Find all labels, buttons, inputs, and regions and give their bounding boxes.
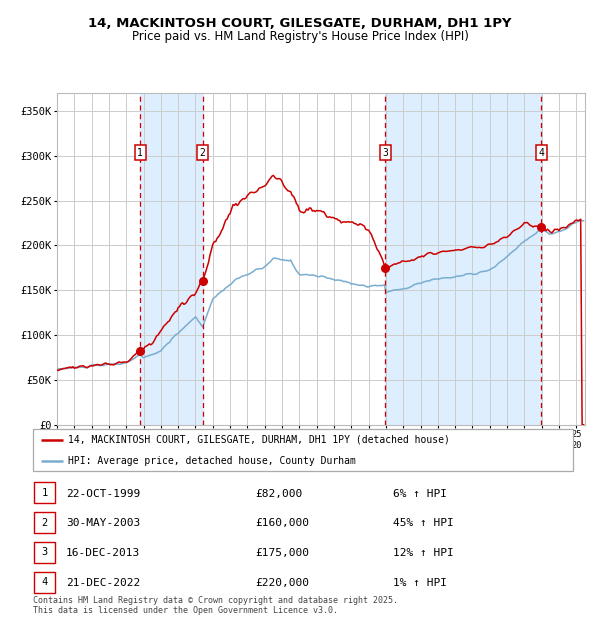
Text: 22-OCT-1999: 22-OCT-1999 xyxy=(66,489,140,498)
Text: 14, MACKINTOSH COURT, GILESGATE, DURHAM, DH1 1PY: 14, MACKINTOSH COURT, GILESGATE, DURHAM,… xyxy=(88,17,512,30)
Text: 2: 2 xyxy=(41,518,47,528)
Text: 21-DEC-2022: 21-DEC-2022 xyxy=(66,578,140,588)
Bar xyxy=(34,572,55,593)
Text: HPI: Average price, detached house, County Durham: HPI: Average price, detached house, Coun… xyxy=(68,456,356,466)
Text: Price paid vs. HM Land Registry's House Price Index (HPI): Price paid vs. HM Land Registry's House … xyxy=(131,30,469,43)
Bar xyxy=(34,482,55,503)
Text: 6% ↑ HPI: 6% ↑ HPI xyxy=(393,489,447,498)
Bar xyxy=(140,93,203,425)
Text: £220,000: £220,000 xyxy=(255,578,309,588)
Text: £160,000: £160,000 xyxy=(255,518,309,528)
Text: £82,000: £82,000 xyxy=(255,489,302,498)
Text: 3: 3 xyxy=(382,148,388,157)
Text: 4: 4 xyxy=(538,148,544,157)
Text: 14, MACKINTOSH COURT, GILESGATE, DURHAM, DH1 1PY (detached house): 14, MACKINTOSH COURT, GILESGATE, DURHAM,… xyxy=(68,435,450,445)
Text: 3: 3 xyxy=(41,547,47,557)
Text: 45% ↑ HPI: 45% ↑ HPI xyxy=(393,518,454,528)
Text: Contains HM Land Registry data © Crown copyright and database right 2025.
This d: Contains HM Land Registry data © Crown c… xyxy=(33,596,398,615)
Text: £175,000: £175,000 xyxy=(255,548,309,558)
Text: 16-DEC-2013: 16-DEC-2013 xyxy=(66,548,140,558)
Bar xyxy=(34,512,55,533)
Text: 1: 1 xyxy=(41,488,47,498)
Bar xyxy=(34,542,55,563)
Text: 12% ↑ HPI: 12% ↑ HPI xyxy=(393,548,454,558)
Text: 30-MAY-2003: 30-MAY-2003 xyxy=(66,518,140,528)
Text: 1: 1 xyxy=(137,148,143,157)
Text: 1% ↑ HPI: 1% ↑ HPI xyxy=(393,578,447,588)
Text: 4: 4 xyxy=(41,577,47,587)
Bar xyxy=(385,93,541,425)
Text: 2: 2 xyxy=(200,148,206,157)
